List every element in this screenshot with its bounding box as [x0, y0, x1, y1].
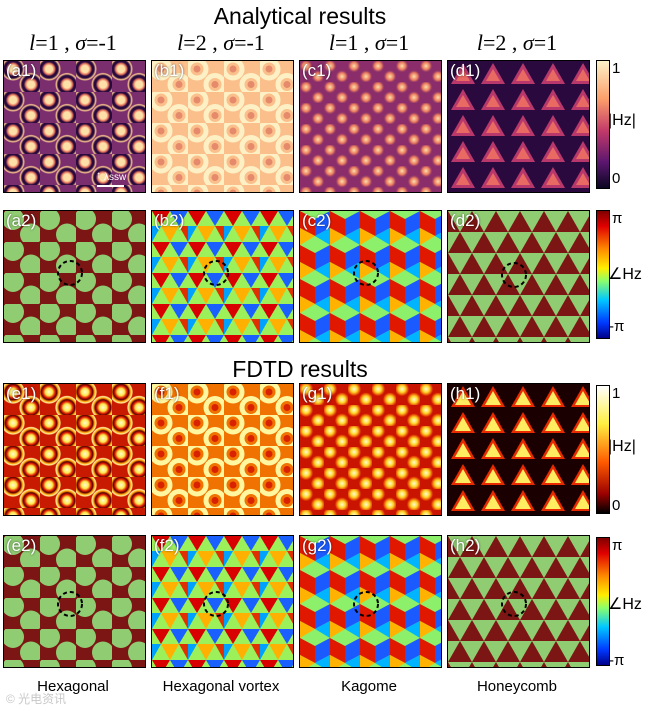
panel-h2: (h2): [447, 535, 590, 668]
panel-h1: (h1): [447, 383, 590, 516]
panel-label: (e1): [6, 384, 37, 403]
fdtd-amplitude-map-kagome: [300, 384, 441, 515]
panel-label: (e2): [6, 536, 37, 555]
watermark: © 光电资讯: [6, 692, 67, 706]
panel-label: (d2): [450, 211, 481, 230]
panel-b1: (b1): [151, 60, 294, 193]
panel-label: (h2): [450, 536, 481, 555]
colorbar-phase-analytical: [596, 210, 610, 339]
panel-label: (h1): [450, 384, 481, 403]
phase-map-hexagonal-vortex: [152, 211, 293, 342]
panel-label: (f2): [154, 536, 180, 555]
panel-b2: (b2): [151, 210, 294, 343]
unit-cell-marker: [203, 260, 229, 286]
colorbar-min-tick: 0: [612, 170, 621, 187]
fdtd-phase-map-honeycomb: [448, 536, 589, 667]
phase-map-honeycomb: [448, 211, 589, 342]
panel-f1: (f1): [151, 383, 294, 516]
analytical-results-title: Analytical results: [213, 3, 387, 29]
panel-f2: (f2): [151, 535, 294, 668]
panel-label: (d1): [450, 61, 481, 80]
panel-label: (f1): [154, 384, 180, 403]
lattice-name-3: Kagome: [341, 678, 397, 695]
panel-label: (a1): [6, 61, 37, 80]
amplitude-map-hexagonal-vortex: [152, 61, 293, 192]
amplitude-map-honeycomb: [448, 61, 589, 192]
phase-map-hexagonal: [4, 211, 145, 342]
scale-bar: [97, 185, 124, 187]
panel-label: (b2): [154, 211, 185, 230]
column-header-1: l=1 , σ=-1: [29, 30, 117, 55]
fdtd-amplitude-map-honeycomb: [448, 384, 589, 515]
arrow-up-icon: ↑: [96, 170, 101, 181]
fdtd-phase-map-hexagonal: [4, 536, 145, 667]
amplitude-map-hexagonal: [4, 61, 145, 192]
unit-cell-marker: [57, 260, 83, 286]
fdtd-amplitude-map-hexagonal: [4, 384, 145, 515]
panel-label: (c1): [302, 61, 332, 80]
lattice-name-1: Hexagonal: [37, 678, 109, 695]
unit-cell-marker: [501, 591, 527, 617]
fdtd-phase-map-kagome: [300, 536, 441, 667]
colorbar-label: |Hz|: [608, 438, 636, 455]
panel-d1: (d1): [447, 60, 590, 193]
colorbar-max-tick: π: [612, 210, 623, 227]
unit-cell-marker: [203, 591, 229, 617]
panel-label: (c2): [302, 211, 332, 230]
scale-bar-label: λssw: [104, 172, 127, 183]
colorbar-label: ∠Hz: [608, 596, 642, 613]
column-header-4: l=2 , σ=1: [476, 30, 558, 55]
panel-label: (g1): [302, 384, 333, 403]
amplitude-map-kagome: [300, 61, 441, 192]
colorbar-amplitude-fdtd: [596, 385, 610, 514]
colorbar-min-tick: -π: [609, 318, 625, 335]
panel-d2: (d2): [447, 210, 590, 343]
panel-a2: (a2): [3, 210, 146, 343]
unit-cell-marker: [353, 260, 379, 286]
panel-g1: (g1): [299, 383, 442, 516]
panel-e1: (e1): [3, 383, 146, 516]
colorbar-amplitude-analytical: [596, 60, 610, 189]
unit-cell-marker: [353, 591, 379, 617]
colorbar-min-tick: -π: [609, 652, 625, 669]
panel-e2: (e2): [3, 535, 146, 668]
unit-cell-marker: [57, 591, 83, 617]
lattice-name-2: Hexagonal vortex: [162, 678, 280, 695]
colorbar-max-tick: π: [612, 537, 623, 554]
panel-c2: (c2): [299, 210, 442, 343]
panel-a1: (a1): [3, 60, 146, 193]
colorbar-min-tick: 0: [612, 497, 621, 514]
colorbar-max-tick: 1: [612, 385, 621, 402]
colorbar-phase-fdtd: [596, 537, 610, 666]
lattice-name-4: Honeycomb: [476, 678, 558, 695]
colorbar-label: ∠Hz: [608, 266, 642, 283]
panel-label: (a2): [6, 211, 37, 230]
colorbar-label: |Hz|: [608, 112, 636, 129]
panel-g2: (g2): [299, 535, 442, 668]
column-header-2: l=2 , σ=-1: [177, 30, 265, 55]
unit-cell-marker: [501, 262, 527, 288]
fdtd-amplitude-map-hexagonal-vortex: [152, 384, 293, 515]
panel-c1: (c1): [299, 60, 442, 193]
fdtd-results-title: FDTD results: [232, 356, 368, 382]
column-header-3: l=1 , σ=1: [328, 30, 410, 55]
panel-label: (g2): [302, 536, 333, 555]
phase-map-kagome: [300, 211, 441, 342]
fdtd-phase-map-hexagonal-vortex: [152, 536, 293, 667]
panel-label: (b1): [154, 61, 185, 80]
colorbar-max-tick: 1: [612, 60, 621, 77]
